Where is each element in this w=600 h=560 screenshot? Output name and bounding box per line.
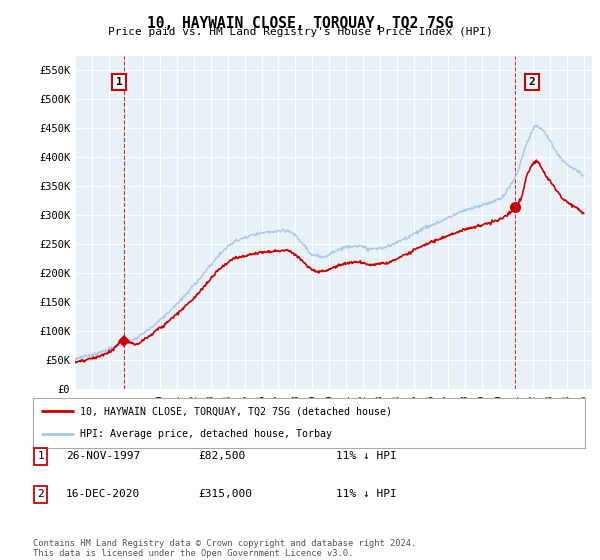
Text: 11% ↓ HPI: 11% ↓ HPI bbox=[336, 451, 397, 461]
Text: 1: 1 bbox=[116, 77, 122, 87]
Text: 10, HAYWAIN CLOSE, TORQUAY, TQ2 7SG: 10, HAYWAIN CLOSE, TORQUAY, TQ2 7SG bbox=[147, 16, 453, 31]
Text: £82,500: £82,500 bbox=[198, 451, 245, 461]
Text: HPI: Average price, detached house, Torbay: HPI: Average price, detached house, Torb… bbox=[80, 430, 332, 440]
Text: 2: 2 bbox=[37, 489, 44, 500]
Text: 11% ↓ HPI: 11% ↓ HPI bbox=[336, 489, 397, 500]
Text: £315,000: £315,000 bbox=[198, 489, 252, 500]
Text: 2: 2 bbox=[529, 77, 535, 87]
Text: Price paid vs. HM Land Registry's House Price Index (HPI): Price paid vs. HM Land Registry's House … bbox=[107, 27, 493, 37]
Text: Contains HM Land Registry data © Crown copyright and database right 2024.
This d: Contains HM Land Registry data © Crown c… bbox=[33, 539, 416, 558]
Text: 16-DEC-2020: 16-DEC-2020 bbox=[66, 489, 140, 500]
Text: 26-NOV-1997: 26-NOV-1997 bbox=[66, 451, 140, 461]
Text: 1: 1 bbox=[37, 451, 44, 461]
Text: 10, HAYWAIN CLOSE, TORQUAY, TQ2 7SG (detached house): 10, HAYWAIN CLOSE, TORQUAY, TQ2 7SG (det… bbox=[80, 406, 392, 416]
